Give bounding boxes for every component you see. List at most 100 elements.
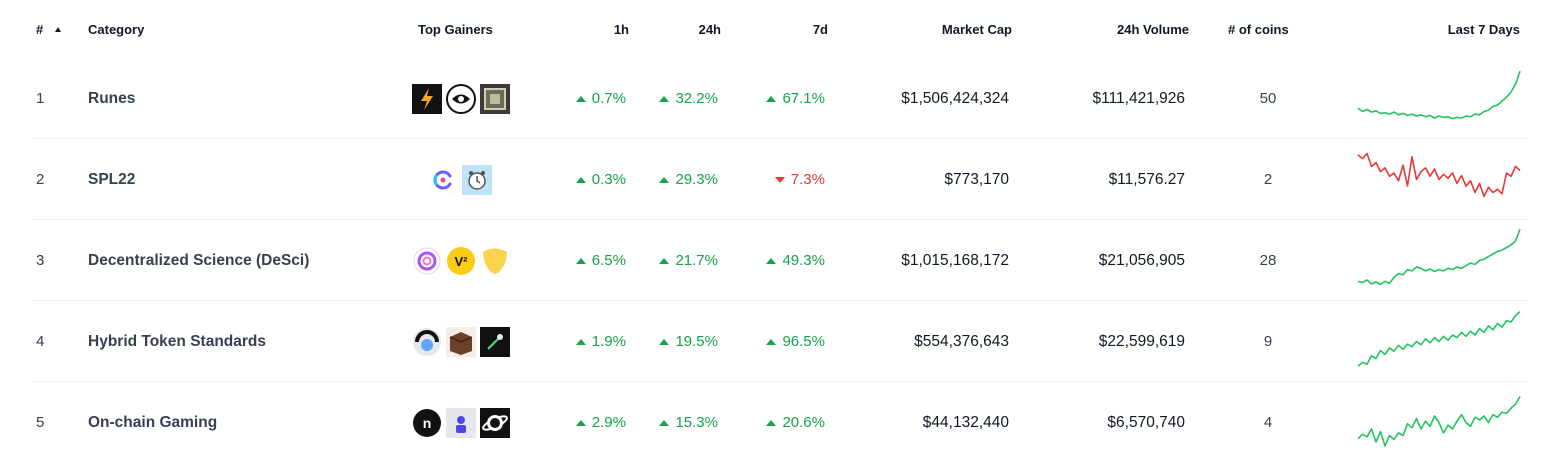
volume-24h: $6,570,740 (1107, 413, 1185, 431)
column-header-rank[interactable]: # (36, 22, 61, 37)
category-link[interactable]: SPL22 (88, 170, 136, 188)
change-1h: 6.5% (575, 220, 626, 301)
top-gainers: V² (412, 220, 510, 301)
table-header: # Category Top Gainers 1h 24h 7d Market … (0, 0, 1546, 58)
change-24h: 15.3% (659, 382, 718, 463)
rank: 2 (36, 171, 45, 188)
change-24h: 32.2% (659, 58, 718, 139)
table-row[interactable]: 4 Hybrid Token Standards 1.9% 19.5% 96.5% $55… (0, 301, 1546, 382)
volume-24h: $21,056,905 (1098, 251, 1185, 269)
change-1h: 1.9% (575, 301, 626, 382)
column-header-category[interactable]: Category (88, 22, 145, 37)
v-coin-icon[interactable]: V² (446, 246, 476, 276)
sparkline-chart (1356, 220, 1522, 301)
caret-up-icon (766, 257, 777, 264)
rank: 1 (36, 90, 45, 107)
rank: 5 (36, 414, 45, 431)
column-header-24h[interactable]: 24h (698, 22, 721, 37)
shield-coin-icon[interactable] (480, 246, 510, 276)
category-link[interactable]: Runes (88, 89, 136, 107)
caret-up-icon (575, 95, 586, 102)
change-24h-value: 19.5% (675, 333, 718, 350)
sort-ascending-icon[interactable] (54, 27, 61, 32)
change-1h: 0.7% (575, 58, 626, 139)
change-1h-value: 2.9% (591, 414, 626, 431)
change-7d: 49.3% (766, 220, 825, 301)
row-divider (30, 300, 1528, 301)
change-7d-value: 20.6% (782, 414, 825, 431)
caret-up-icon (659, 419, 670, 426)
coin-count: 28 (1259, 252, 1277, 269)
n-coin-icon[interactable]: n (412, 408, 442, 438)
svg-text:n: n (423, 415, 432, 431)
category-link[interactable]: On-chain Gaming (88, 413, 218, 431)
change-24h-value: 15.3% (675, 414, 718, 431)
clock-coin-icon[interactable] (462, 164, 492, 195)
table-row[interactable]: 3 Decentralized Science (DeSci) V² 6.5% 21.7… (0, 220, 1546, 301)
caret-up-icon (575, 257, 586, 264)
change-24h-value: 21.7% (675, 252, 718, 269)
top-gainers (428, 139, 492, 220)
column-header-last-7-days: Last 7 Days (1447, 22, 1520, 37)
box-coin-icon[interactable] (446, 326, 476, 357)
table-row[interactable]: 2 SPL22 0.3% 29.3% 7.3% $773,170 $11,576.27 2 (0, 139, 1546, 220)
category-link[interactable]: Decentralized Science (DeSci) (88, 251, 310, 269)
column-header-7d[interactable]: 7d (812, 22, 828, 37)
change-7d-value: 96.5% (782, 333, 825, 350)
caret-up-icon (766, 338, 777, 345)
rank: 4 (36, 333, 45, 350)
column-header-top-gainers[interactable]: Top Gainers (418, 22, 493, 37)
character-coin-icon[interactable] (446, 407, 476, 438)
change-1h-value: 6.5% (591, 252, 626, 269)
change-1h: 0.3% (575, 139, 626, 220)
top-gainers (412, 301, 510, 382)
caret-up-icon (659, 338, 670, 345)
market-cap: $1,506,424,324 (901, 89, 1009, 107)
pixel-coin-icon[interactable] (480, 83, 510, 114)
sparkline-chart (1356, 58, 1522, 139)
caret-up-icon (766, 419, 777, 426)
lightning-coin-icon[interactable] (412, 83, 442, 114)
svg-text:V²: V² (455, 254, 469, 269)
change-24h: 29.3% (659, 139, 718, 220)
planet-coin-icon[interactable] (480, 407, 510, 438)
robot-coin-icon[interactable] (412, 327, 442, 357)
caret-up-icon (766, 95, 777, 102)
row-divider (30, 381, 1528, 382)
caret-up-icon (659, 257, 670, 264)
top-gainers: n (412, 382, 510, 463)
row-divider (30, 219, 1528, 220)
change-24h-value: 32.2% (675, 90, 718, 107)
caret-up-icon (659, 95, 670, 102)
change-24h: 19.5% (659, 301, 718, 382)
ring-coin-icon[interactable] (412, 246, 442, 276)
change-1h: 2.9% (575, 382, 626, 463)
change-7d-value: 49.3% (782, 252, 825, 269)
coin-count: 9 (1263, 333, 1273, 350)
coin-count: 50 (1259, 90, 1277, 107)
caret-up-icon (575, 419, 586, 426)
caret-up-icon (575, 338, 586, 345)
column-header-num-coins[interactable]: # of coins (1228, 22, 1289, 37)
column-header-24h-volume[interactable]: 24h Volume (1116, 22, 1189, 37)
dark-coin-icon[interactable] (480, 326, 510, 357)
volume-24h: $11,576.27 (1108, 170, 1185, 188)
change-7d-value: 67.1% (782, 90, 825, 107)
market-cap: $44,132,440 (922, 413, 1009, 431)
market-cap: $554,376,643 (914, 332, 1009, 350)
rank-header-label: # (36, 22, 44, 37)
eye-coin-icon[interactable] (446, 83, 476, 114)
sparkline-chart (1356, 382, 1522, 463)
column-header-1h[interactable]: 1h (613, 22, 629, 37)
table-row[interactable]: 1 Runes 0.7% 32.2% 67.1% $1,506,424,324 $111,4… (0, 58, 1546, 139)
sparkline-chart (1356, 301, 1522, 382)
table-row[interactable]: 5 On-chain Gaming n 2.9% 15.3% 20.6% $44,132,4… (0, 382, 1546, 463)
category-link[interactable]: Hybrid Token Standards (88, 332, 266, 350)
change-7d: 7.3% (774, 139, 825, 220)
column-header-market-cap[interactable]: Market Cap (941, 22, 1012, 37)
sync-coin-icon[interactable] (428, 165, 458, 195)
volume-24h: $22,599,619 (1098, 332, 1185, 350)
change-1h-value: 0.7% (591, 90, 626, 107)
change-1h-value: 1.9% (591, 333, 626, 350)
